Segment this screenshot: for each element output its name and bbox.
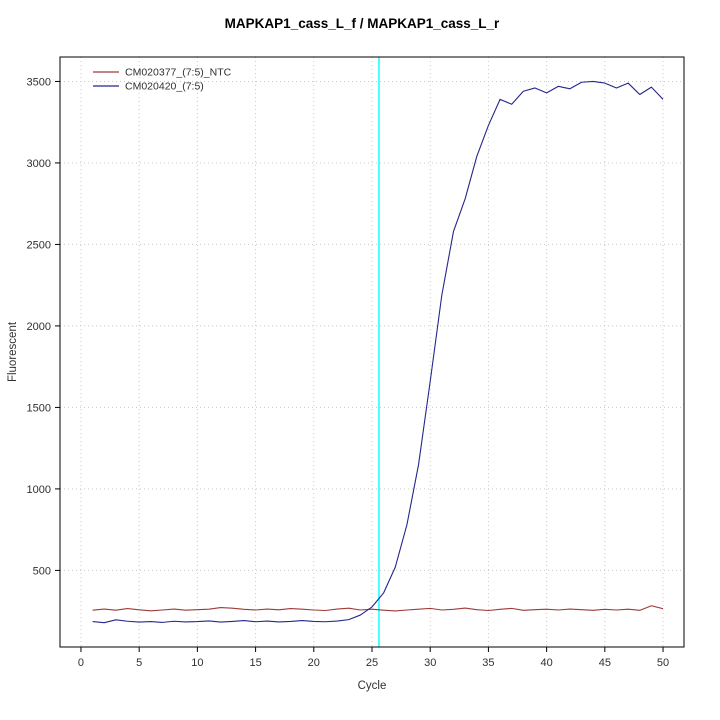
- x-tick-label: 5: [136, 657, 142, 669]
- x-axis-label: Cycle: [358, 680, 387, 692]
- chart-title: MAPKAP1_cass_L_f / MAPKAP1_cass_L_r: [225, 16, 500, 31]
- x-tick-label: 25: [366, 657, 378, 669]
- x-tick-label: 35: [482, 657, 494, 669]
- legend-label-0: CM020377_(7:5)_NTC: [125, 67, 232, 79]
- y-tick-label: 3000: [27, 158, 51, 170]
- series-line-1: [92, 80, 664, 624]
- y-tick-label: 3500: [27, 76, 51, 88]
- y-tick-label: 500: [33, 565, 51, 577]
- legend-label-1: CM020420_(7:5): [125, 81, 204, 93]
- x-tick-label: 45: [599, 657, 611, 669]
- x-tick-label: 50: [657, 657, 669, 669]
- y-tick-label: 1500: [27, 402, 51, 414]
- x-tick-label: 0: [78, 657, 84, 669]
- y-tick-label: 2000: [27, 321, 51, 333]
- x-tick-label: 20: [308, 657, 320, 669]
- x-tick-label: 30: [424, 657, 436, 669]
- y-tick-label: 2500: [27, 239, 51, 251]
- x-tick-label: 10: [191, 657, 203, 669]
- x-tick-label: 40: [541, 657, 553, 669]
- y-tick-label: 1000: [27, 484, 51, 496]
- series-line-0: [92, 605, 664, 612]
- x-tick-label: 15: [249, 657, 261, 669]
- y-axis-label: Fluorescent: [7, 321, 19, 382]
